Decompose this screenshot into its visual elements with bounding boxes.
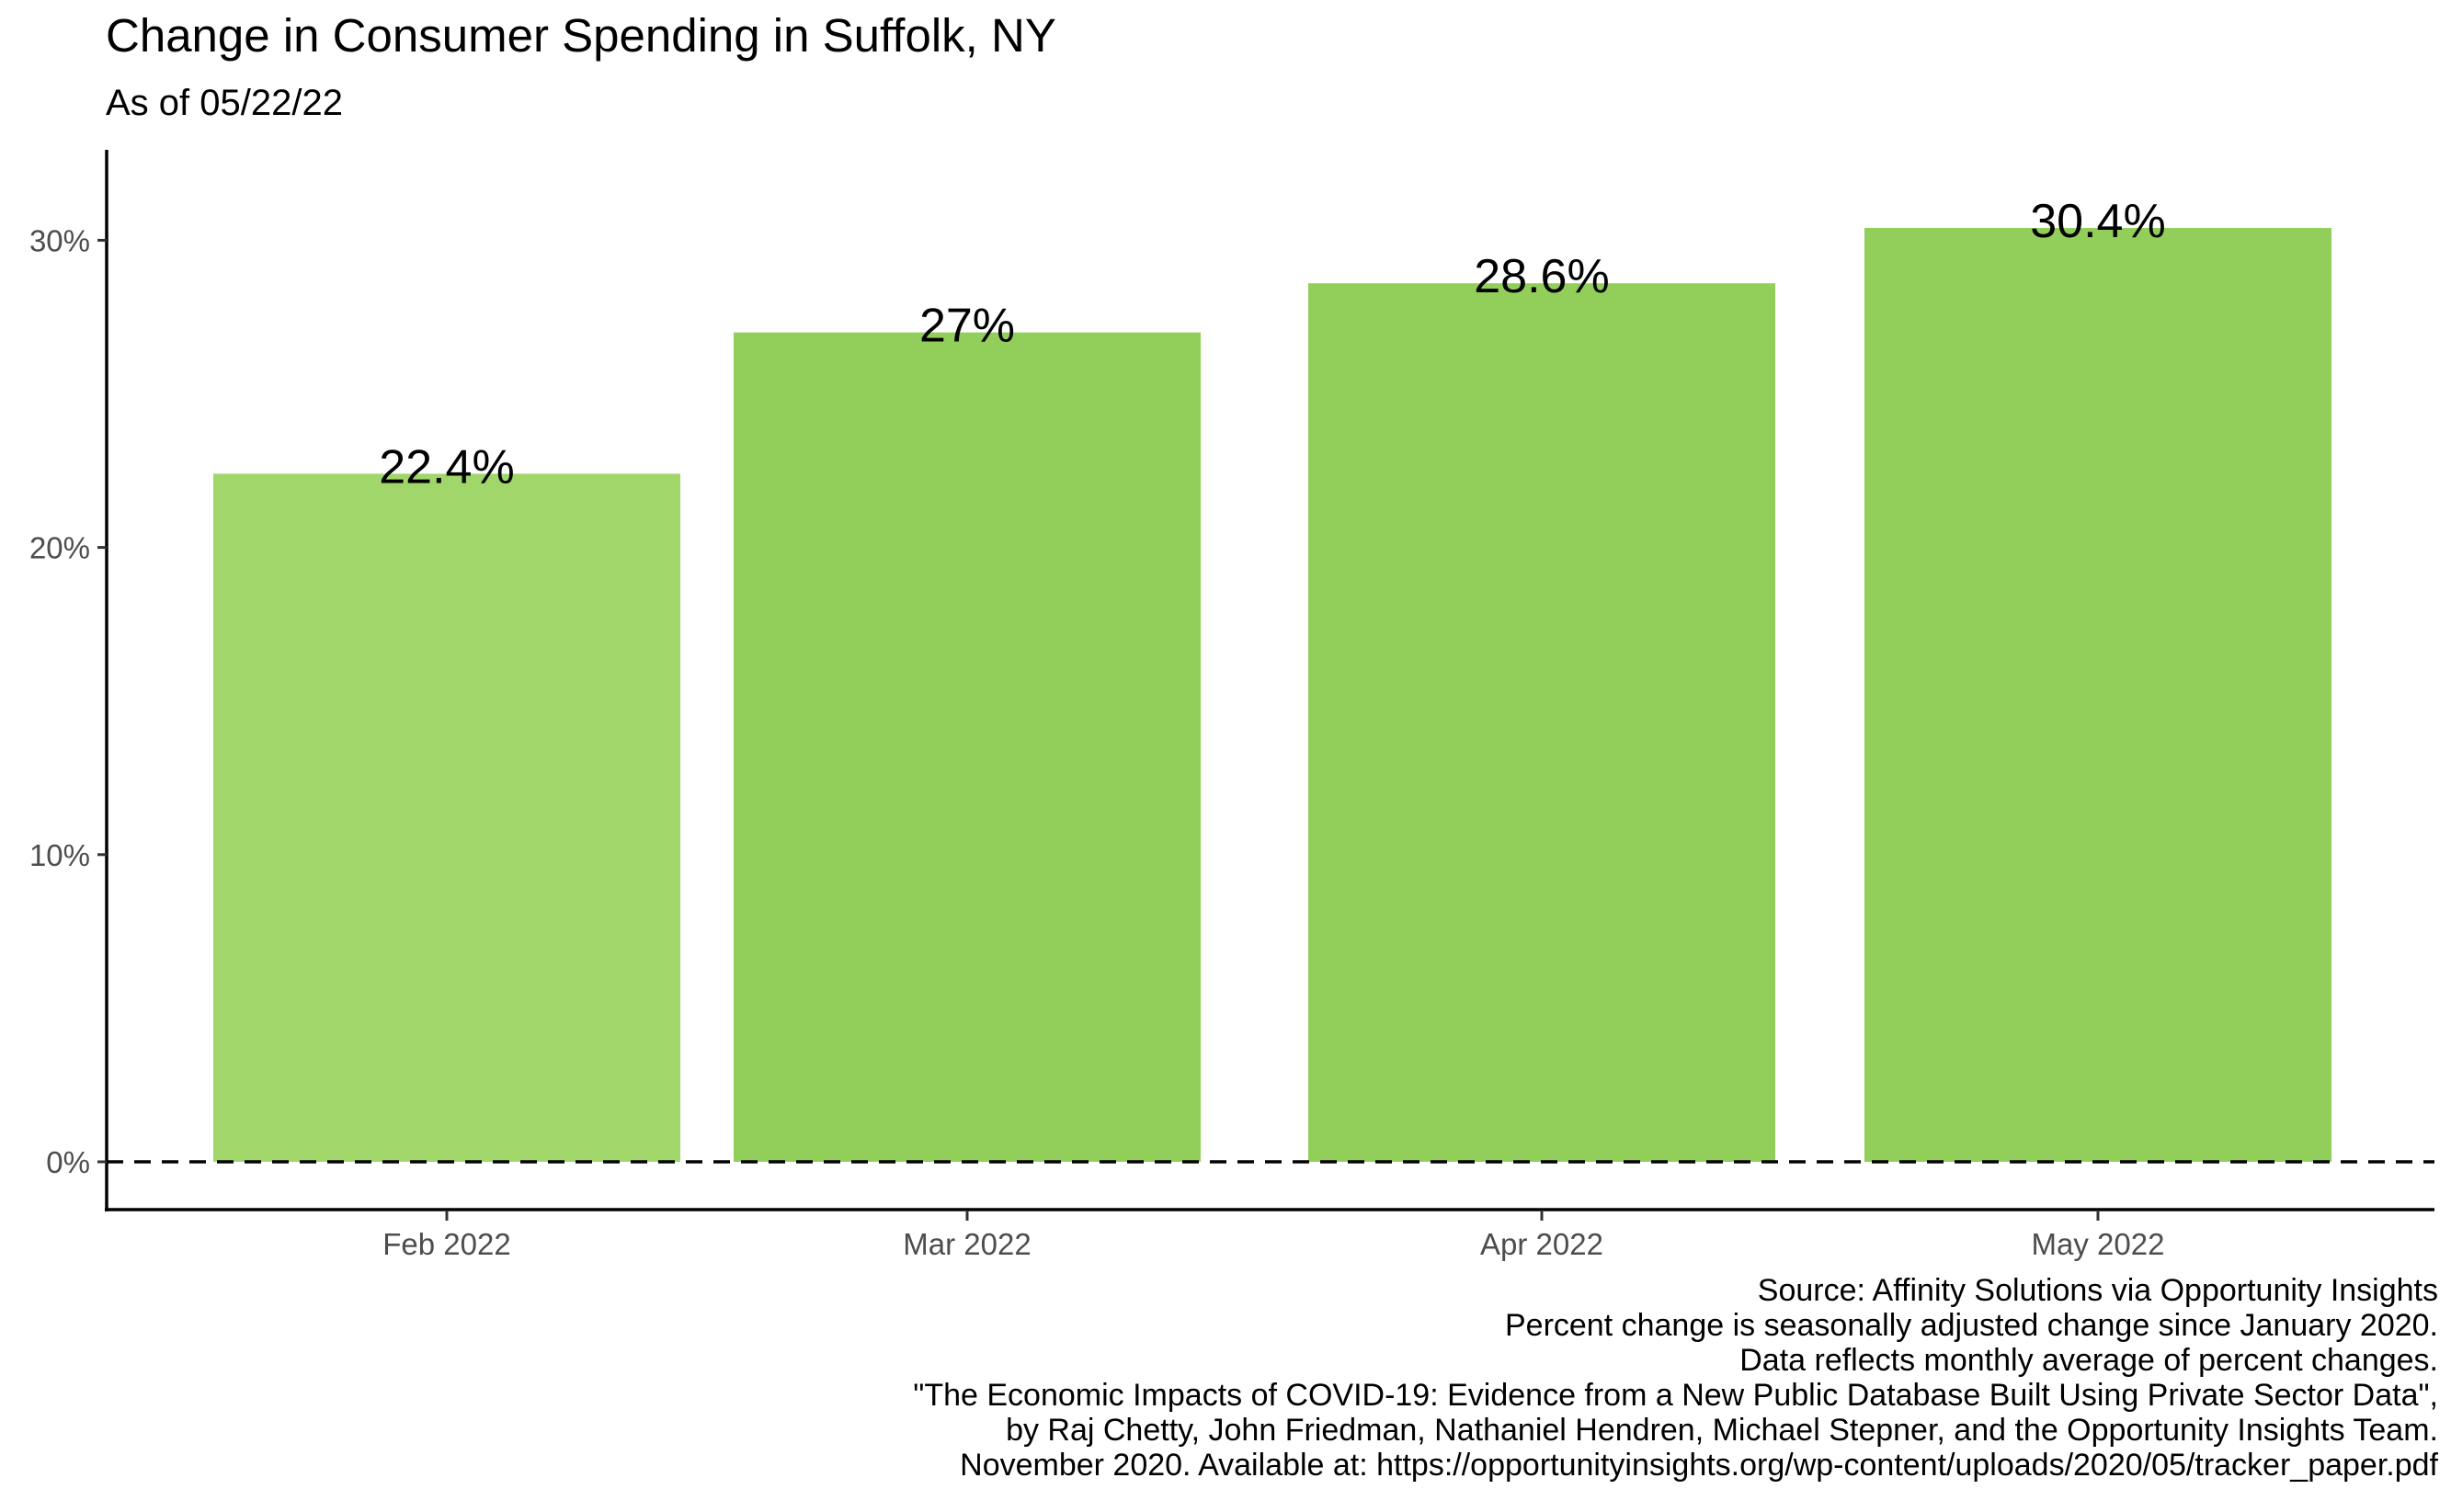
y-tick-label: 0% <box>46 1145 90 1179</box>
source-caption: Source: Affinity Solutions via Opportuni… <box>913 1273 2438 1483</box>
caption-line: Source: Affinity Solutions via Opportuni… <box>1757 1273 2438 1308</box>
caption-line: by Raj Chetty, John Friedman, Nathaniel … <box>1006 1413 2438 1448</box>
y-tick-label: 30% <box>29 223 90 257</box>
caption-line: Percent change is seasonally adjusted ch… <box>1504 1308 2438 1343</box>
bar-apr-2022 <box>1308 283 1775 1162</box>
caption-line: Data reflects monthly average of percent… <box>1739 1343 2438 1378</box>
x-tick-label: Mar 2022 <box>903 1227 1031 1261</box>
bar-value-label: 22.4% <box>379 440 514 494</box>
value-labels-layer: 22.4% 27% 28.6% 30.4% <box>379 195 2165 494</box>
chart-subtitle: As of 05/22/22 <box>106 83 343 123</box>
x-tick-label: Apr 2022 <box>1480 1227 1603 1261</box>
bar-value-label: 28.6% <box>1474 250 1609 303</box>
bar-value-label: 30.4% <box>2030 195 2165 248</box>
y-tick-label: 20% <box>29 531 90 565</box>
y-axis-ticks: 0% 10% 20% 30% <box>29 223 107 1179</box>
bar-value-label: 27% <box>919 300 1015 353</box>
bar-may-2022 <box>1864 228 2331 1163</box>
caption-line: "The Economic Impacts of COVID-19: Evide… <box>913 1378 2438 1413</box>
y-tick-label: 10% <box>29 838 90 872</box>
bar-mar-2022 <box>734 332 1201 1162</box>
chart-title: Change in Consumer Spending in Suffolk, … <box>106 9 1056 62</box>
bars-layer <box>213 228 2331 1163</box>
x-tick-label: May 2022 <box>2032 1227 2165 1261</box>
x-tick-label: Feb 2022 <box>382 1227 510 1261</box>
caption-line: November 2020. Available at: https://opp… <box>960 1448 2438 1483</box>
x-axis-ticks: Feb 2022 Mar 2022 Apr 2022 May 2022 <box>382 1211 2164 1261</box>
bar-feb-2022 <box>213 473 680 1162</box>
